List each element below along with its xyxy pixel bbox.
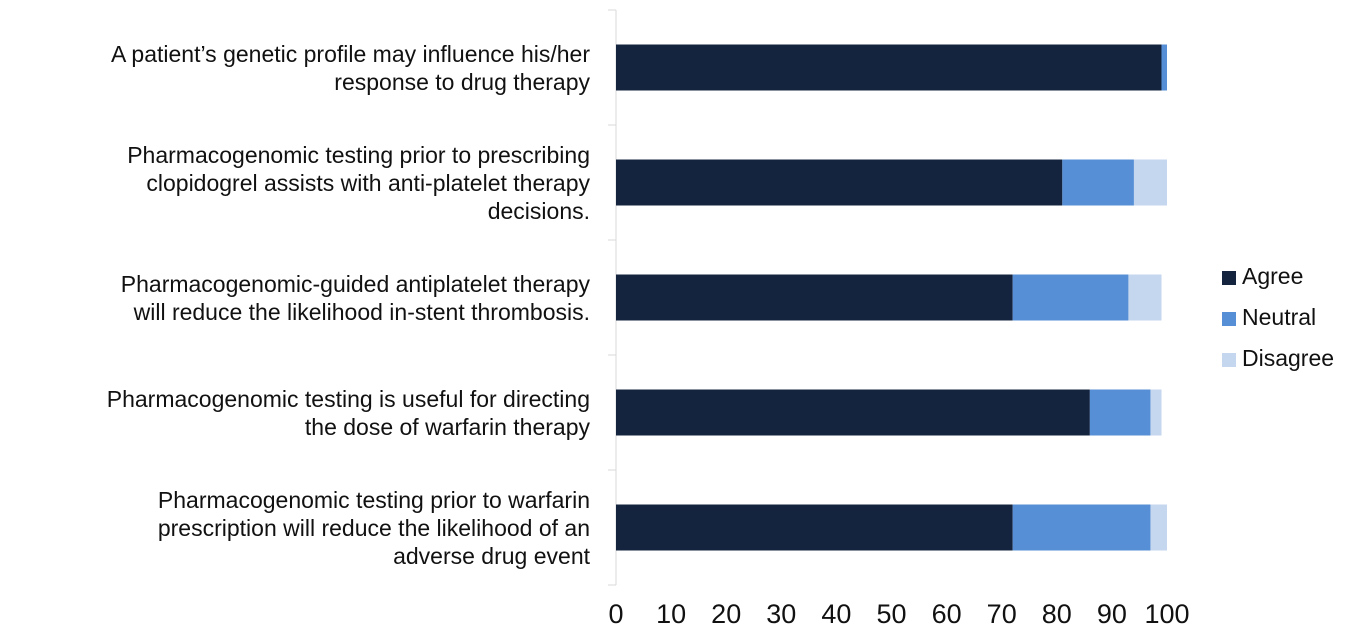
legend-swatch [1222,312,1236,326]
x-tick-label: 30 [766,599,796,629]
x-tick-label: 70 [987,599,1017,629]
y-tick-label: Pharmacogenomic testing prior to prescri… [127,141,590,224]
bar-segment [1150,504,1167,551]
bar-segment [616,274,1013,321]
x-tick-label: 40 [821,599,851,629]
y-tick-label: Pharmacogenomic testing prior to warfari… [157,486,590,569]
x-tick-label: 100 [1144,599,1189,629]
bar-segment [1062,159,1134,206]
x-tick-label: 50 [876,599,906,629]
x-tick-label: 10 [656,599,686,629]
bar-segment [616,389,1090,436]
y-tick-label: A patient’s genetic profile may influenc… [110,40,590,95]
legend-swatch [1222,271,1236,285]
y-tick-label: Pharmacogenomic-guided antiplatelet ther… [120,270,590,325]
bar-segment [1133,159,1167,206]
legend-swatch [1222,353,1236,367]
bar-segment [1150,389,1162,436]
x-tick-label: 90 [1097,599,1127,629]
bar-segment [1128,274,1162,321]
legend-label: Neutral [1242,304,1316,330]
bar-segment [616,44,1162,91]
bar-segment [616,504,1013,551]
legend-label: Disagree [1242,345,1334,371]
bar-segment [1161,44,1167,91]
x-tick-label: 80 [1042,599,1072,629]
bar-segment [1012,504,1151,551]
bar-segment [616,159,1063,206]
x-tick-label: 20 [711,599,741,629]
x-tick-label: 0 [608,599,623,629]
legend-label: Agree [1242,263,1303,289]
bar-segment [1012,274,1129,321]
y-tick-label: Pharmacogenomic testing is useful for di… [106,385,590,440]
bar-segment [1089,389,1151,436]
x-tick-label: 60 [932,599,962,629]
